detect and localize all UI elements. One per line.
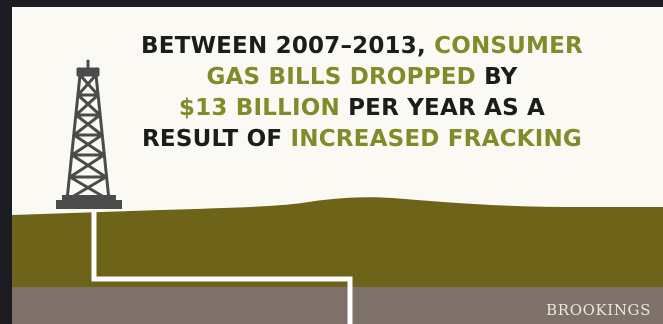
headline-text: RESULT OF: [142, 126, 291, 152]
headline-text: BETWEEN 2007–2013,: [141, 33, 435, 59]
headline-text: BY: [475, 64, 518, 90]
landscape-illustration: [12, 59, 663, 324]
headline-line-4: RESULT OF INCREASED FRACKING: [82, 124, 642, 155]
infographic-frame: BETWEEN 2007–2013, CONSUMER GAS BILLS DR…: [12, 7, 663, 324]
brand-logo-text: BROOKINGS: [546, 301, 651, 319]
headline-highlight: GAS BILLS DROPPED: [206, 64, 476, 90]
rock-layer: [12, 287, 663, 324]
headline-text: PER YEAR AS A: [339, 95, 546, 121]
headline: BETWEEN 2007–2013, CONSUMER GAS BILLS DR…: [82, 31, 642, 155]
headline-highlight: $13 BILLION: [178, 95, 340, 121]
well-pipe: [91, 212, 353, 324]
headline-line-2: GAS BILLS DROPPED BY: [82, 62, 642, 93]
headline-line-1: BETWEEN 2007–2013, CONSUMER: [82, 31, 642, 62]
drilling-rig-icon: [56, 59, 122, 209]
headline-highlight: CONSUMER: [434, 33, 583, 59]
headline-line-3: $13 BILLION PER YEAR AS A: [82, 93, 642, 124]
headline-highlight: INCREASED FRACKING: [290, 126, 582, 152]
